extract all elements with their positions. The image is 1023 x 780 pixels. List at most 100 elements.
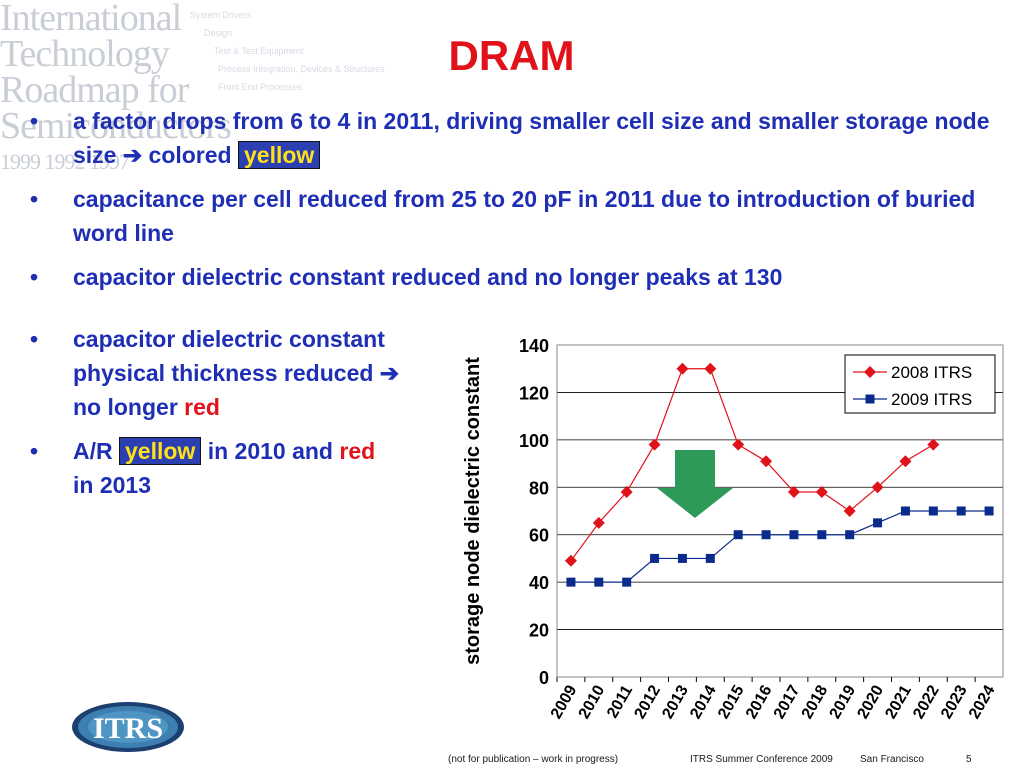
down-arrow-icon [657, 450, 733, 518]
yellow-highlight: yellow [119, 437, 202, 465]
data-point [871, 481, 884, 494]
x-tick-label: 2021 [882, 682, 915, 721]
data-point [592, 516, 605, 529]
series-line [570, 510, 990, 583]
y-tick-label: 120 [519, 383, 549, 403]
data-point [732, 438, 745, 451]
left-bullet-list: • capacitor dielectric constant physical … [30, 322, 400, 512]
y-tick-label: 100 [519, 431, 549, 451]
watermark-line: Technology [0, 33, 170, 75]
x-tick-label: 2018 [799, 682, 832, 721]
data-point [622, 577, 632, 587]
slide-title: DRAM [448, 32, 575, 79]
x-tick-label: 2011 [604, 682, 636, 721]
data-point [873, 518, 883, 528]
x-tick-label: 2019 [827, 682, 860, 721]
data-point [899, 455, 912, 468]
itrs-globe-logo: ITRS [70, 700, 186, 754]
data-point [566, 577, 576, 587]
y-tick-label: 40 [529, 573, 549, 593]
ghost-menu-item: Process Integration, Devices & Structure… [218, 64, 385, 74]
x-tick-label: 2010 [576, 682, 609, 721]
bullet-dot-icon: • [30, 186, 39, 212]
ghost-menu: System Drivers Design Test & Test Equipm… [190, 6, 385, 96]
ghost-menu-item: Design [204, 28, 233, 38]
bullet-text: capacitor dielectric constant physical t… [73, 326, 400, 420]
bullet-dot-icon: • [30, 326, 39, 352]
footer-note: (not for publication – work in progress) [448, 754, 619, 765]
data-point [815, 486, 828, 499]
legend-marker [864, 366, 876, 378]
y-tick-label: 0 [539, 668, 549, 688]
data-point [677, 553, 687, 563]
x-tick-label: 2016 [743, 682, 776, 721]
legend-label: 2009 ITRS [891, 390, 972, 409]
bullet-text: in 2013 [73, 472, 151, 498]
data-point [843, 505, 856, 517]
data-point [900, 506, 910, 516]
y-tick-label: 60 [529, 526, 549, 546]
yellow-highlight: yellow [238, 141, 321, 169]
data-point [620, 486, 633, 499]
data-point [594, 577, 604, 587]
data-point [956, 506, 966, 516]
data-point [787, 486, 800, 499]
y-axis-label: storage node dielectric constant [462, 357, 484, 665]
bullet-text: in 2010 and [201, 438, 340, 464]
data-point [733, 530, 743, 540]
data-point [760, 455, 773, 468]
data-point [984, 506, 994, 516]
roadmap-watermark-logo: International Technology Roadmap for Sem… [0, 0, 240, 190]
bullet-text: capacitance per cell reduced from 25 to … [73, 186, 976, 246]
data-point [761, 530, 771, 540]
x-tick-label: 2020 [855, 682, 888, 721]
data-point [705, 553, 715, 563]
series-line [570, 368, 934, 562]
bullet-item: • capacitance per cell reduced from 25 to… [30, 182, 990, 250]
x-tick-label: 2012 [632, 682, 665, 721]
red-text: red [184, 394, 220, 420]
bullet-item: • capacitor dielectric constant reduced a… [30, 260, 990, 294]
bullet-text: capacitor dielectric constant reduced an… [73, 264, 783, 290]
data-point [564, 554, 577, 567]
bullet-dot-icon: • [30, 438, 39, 464]
bullet-dot-icon: • [30, 264, 39, 290]
x-tick-label: 2009 [548, 682, 581, 721]
ghost-menu-item: System Drivers [190, 10, 252, 20]
watermark-line: Semiconductors [0, 105, 232, 147]
page-number: 5 [966, 754, 972, 765]
bullet-text: a factor drops from 6 to 4 in 2011, driv… [73, 108, 990, 168]
bullet-item: • A/R yellow in 2010 and red in 2013 [30, 434, 400, 502]
footer-city: San Francisco [860, 754, 924, 765]
data-point [648, 438, 661, 451]
data-point [927, 438, 940, 451]
bullet-item: • a factor drops from 6 to 4 in 2011, dri… [30, 104, 990, 172]
watermark-years: 1999 1992 1997 [0, 149, 130, 174]
data-point [650, 553, 660, 563]
data-point [817, 530, 827, 540]
legend-marker [865, 394, 875, 404]
y-tick-label: 80 [529, 478, 549, 498]
data-point [676, 362, 689, 375]
y-tick-label: 20 [529, 621, 549, 641]
top-bullet-list: • a factor drops from 6 to 4 in 2011, dri… [30, 104, 990, 304]
footer-conference: ITRS Summer Conference 2009 [690, 754, 833, 765]
x-tick-label: 2022 [910, 682, 943, 721]
x-tick-label: 2017 [771, 682, 804, 721]
bullet-item: • capacitor dielectric constant physical … [30, 322, 400, 424]
watermark-line: International [0, 0, 182, 39]
data-point [704, 362, 717, 375]
x-tick-label: 2015 [715, 682, 748, 721]
x-tick-label: 2024 [966, 682, 999, 721]
data-point [789, 530, 799, 540]
legend-label: 2008 ITRS [891, 363, 972, 382]
y-tick-label: 140 [519, 336, 549, 356]
x-tick-label: 2013 [659, 682, 692, 721]
x-tick-label: 2023 [938, 682, 971, 721]
ghost-menu-item: Front End Processes [218, 82, 303, 92]
red-text: red [339, 438, 376, 464]
ghost-menu-item: Test & Test Equipment [214, 46, 304, 56]
footer: (not for publication – work in progress)… [0, 754, 1023, 772]
itrs-logo-text: ITRS [93, 712, 163, 745]
